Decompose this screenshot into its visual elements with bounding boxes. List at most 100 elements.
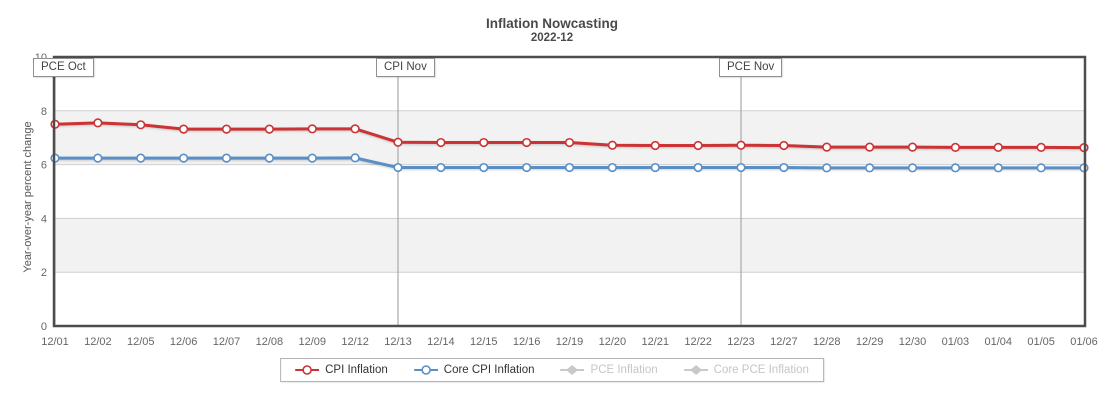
- data-point[interactable]: [1036, 163, 1046, 173]
- data-point[interactable]: [393, 137, 403, 147]
- data-point[interactable]: [307, 124, 317, 134]
- x-tick-label: 01/03: [942, 336, 970, 348]
- data-point[interactable]: [607, 140, 617, 150]
- x-tick-label: 12/01: [41, 336, 69, 348]
- data-point[interactable]: [607, 162, 617, 173]
- x-tick-label: 12/21: [641, 336, 669, 348]
- legend-label: CPI Inflation: [325, 364, 388, 376]
- data-point[interactable]: [865, 142, 875, 152]
- legend-label: Core CPI Inflation: [443, 364, 535, 376]
- annotation-flag-cpi-nov: CPI Nov: [376, 58, 435, 77]
- grid-band: [54, 218, 1085, 273]
- y-tick-label: 0: [41, 321, 47, 333]
- data-point[interactable]: [779, 140, 789, 151]
- x-tick-label: 12/06: [170, 336, 198, 348]
- data-point[interactable]: [136, 153, 146, 163]
- data-point[interactable]: [779, 162, 789, 173]
- x-tick-label: 12/30: [899, 336, 927, 348]
- x-tick-label: 12/08: [256, 336, 284, 348]
- plot-border: [52, 55, 1087, 328]
- data-point[interactable]: [179, 153, 189, 163]
- legend-label: PCE Inflation: [590, 364, 658, 376]
- x-tick-label: 12/12: [341, 336, 369, 348]
- data-point[interactable]: [350, 124, 360, 134]
- data-point[interactable]: [264, 153, 274, 163]
- data-point[interactable]: [907, 163, 918, 173]
- data-point[interactable]: [822, 163, 832, 173]
- legend-marker-icon: [683, 365, 708, 375]
- annotation-flag-pce-nov: PCE Nov: [719, 58, 783, 77]
- data-point[interactable]: [993, 163, 1003, 173]
- data-point[interactable]: [736, 140, 746, 150]
- x-tick-label: 12/20: [599, 336, 627, 348]
- legend-item-core-pce-inflation[interactable]: Core PCE Inflation: [683, 364, 809, 376]
- y-axis-title: Year-over-year percent change: [22, 121, 34, 273]
- annotation-flag-pce-oct: PCE Oct: [33, 58, 94, 77]
- x-tick-label: 12/27: [770, 336, 798, 348]
- legend-item-pce-inflation[interactable]: PCE Inflation: [560, 364, 658, 376]
- data-point[interactable]: [693, 162, 703, 173]
- data-point[interactable]: [221, 124, 232, 134]
- x-tick-label: 12/19: [556, 336, 584, 348]
- x-tick-label: 01/06: [1070, 336, 1098, 348]
- x-tick-label: 12/09: [298, 336, 326, 348]
- data-point[interactable]: [436, 137, 446, 148]
- y-tick-label: 6: [41, 160, 47, 172]
- y-tick-label: 8: [41, 106, 47, 118]
- chart-subtitle: 2022-12: [530, 32, 574, 44]
- legend-item-core-cpi-inflation[interactable]: Core CPI Inflation: [413, 364, 535, 376]
- data-point[interactable]: [221, 153, 232, 163]
- data-point[interactable]: [136, 120, 146, 130]
- legend: CPI Inflation Core CPI Inflation PCE Infla…: [280, 358, 824, 382]
- grid-band: [54, 110, 1085, 165]
- data-point[interactable]: [522, 137, 532, 148]
- x-tick-label: 01/05: [1027, 336, 1055, 348]
- data-point[interactable]: [564, 162, 575, 173]
- data-point[interactable]: [650, 162, 660, 173]
- legend-marker-icon: [560, 365, 585, 375]
- data-point[interactable]: [1036, 142, 1046, 152]
- data-point[interactable]: [650, 140, 660, 151]
- x-tick-label: 01/04: [984, 336, 1012, 348]
- chart-title: Inflation Nowcasting: [485, 16, 618, 31]
- data-point[interactable]: [564, 137, 575, 148]
- legend-label: Core PCE Inflation: [713, 364, 809, 376]
- data-point[interactable]: [865, 163, 875, 173]
- x-tick-label: 12/23: [727, 336, 755, 348]
- data-point[interactable]: [179, 124, 189, 134]
- data-point[interactable]: [522, 162, 532, 173]
- data-point[interactable]: [693, 140, 703, 151]
- data-point[interactable]: [993, 142, 1003, 152]
- x-tick-label: 12/22: [684, 336, 712, 348]
- data-point[interactable]: [93, 153, 103, 163]
- legend-marker-icon: [413, 365, 438, 375]
- data-point[interactable]: [907, 142, 918, 152]
- data-point[interactable]: [822, 142, 832, 152]
- data-point[interactable]: [479, 162, 489, 173]
- legend-marker-icon: [295, 365, 320, 375]
- x-tick-label: 12/15: [470, 336, 498, 348]
- x-tick-label: 12/29: [856, 336, 884, 348]
- data-point[interactable]: [350, 153, 360, 163]
- x-tick-label: 12/16: [513, 336, 541, 348]
- data-point[interactable]: [736, 162, 746, 173]
- data-point[interactable]: [307, 153, 317, 163]
- data-point[interactable]: [93, 118, 103, 128]
- y-tick-label: 2: [41, 267, 47, 279]
- data-point[interactable]: [393, 162, 403, 173]
- data-point[interactable]: [264, 124, 274, 134]
- y-tick-label: 4: [41, 213, 47, 225]
- data-point[interactable]: [436, 162, 446, 173]
- x-tick-label: 12/28: [813, 336, 841, 348]
- x-tick-label: 12/05: [127, 336, 155, 348]
- legend-item-cpi-inflation[interactable]: CPI Inflation: [295, 364, 388, 376]
- data-point[interactable]: [479, 137, 489, 148]
- data-point[interactable]: [950, 142, 960, 152]
- x-tick-label: 12/14: [427, 336, 455, 348]
- x-tick-label: 12/02: [84, 336, 112, 348]
- x-tick-label: 12/13: [384, 336, 412, 348]
- data-point[interactable]: [950, 163, 960, 173]
- x-tick-label: 12/07: [213, 336, 241, 348]
